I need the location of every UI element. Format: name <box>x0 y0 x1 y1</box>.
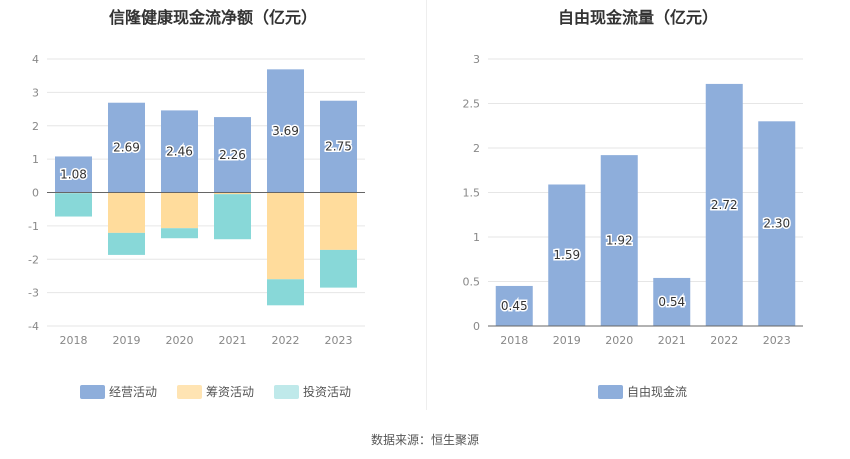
c0-y-tick-6: -2 <box>28 253 39 266</box>
c0-data-label-s0-2019: 2.69 <box>113 141 140 155</box>
c0-data-label-s0-2018: 1.08 <box>60 167 87 181</box>
legend-swatch-investing <box>274 384 300 399</box>
c1-y-tick-4: 1 <box>473 231 480 244</box>
c0-y-tick-4: 0 <box>32 187 39 200</box>
c0-data-label-s0-2022: 3.69 <box>272 124 299 138</box>
c1-x-tick-2022: 2022 <box>710 334 738 347</box>
c1-bar-s0-2022 <box>705 83 743 326</box>
legend-item-investing[interactable]: 投资活动 <box>274 383 351 400</box>
left-chart-title: 信隆健康现金流净额（亿元） <box>108 8 317 27</box>
c1-bar-s0-2023 <box>758 121 796 326</box>
c1-data-label-s0-2020: 1.92 <box>606 234 633 248</box>
c0-bar-s2-2023 <box>320 249 357 288</box>
legend-swatch-free-cash-flow <box>598 384 623 399</box>
legend-swatch-financing <box>177 384 203 399</box>
c0-y-tick-1: 3 <box>32 86 39 99</box>
c1-y-tick-6: 0 <box>473 320 480 333</box>
legend-swatch-operating <box>80 384 105 399</box>
c0-bar-s2-2022 <box>267 279 304 306</box>
c1-data-label-s0-2018: 0.45 <box>501 299 528 313</box>
c0-x-tick-2021: 2021 <box>219 334 247 347</box>
c1-y-tick-0: 3 <box>473 53 480 66</box>
c0-x-tick-2023: 2023 <box>325 334 353 347</box>
c1-y-tick-5: 0.5 <box>463 276 481 289</box>
legend-label-operating: 经营活动 <box>109 385 158 399</box>
c1-y-tick-1: 2.5 <box>463 98 481 111</box>
c0-x-tick-2022: 2022 <box>272 334 300 347</box>
c0-bar-s1-2023 <box>320 192 357 250</box>
c1-x-tick-2019: 2019 <box>553 334 581 347</box>
c0-bar-s1-2021 <box>214 192 251 195</box>
c0-bar-s0-2021 <box>214 117 251 193</box>
c0-y-tick-8: -4 <box>28 320 39 333</box>
c1-data-label-s0-2022: 2.72 <box>711 198 738 212</box>
legend-item-free-cash-flow[interactable]: 自由现金流 <box>598 383 687 400</box>
c1-y-tick-3: 1.5 <box>463 187 481 200</box>
c0-bar-s0-2020 <box>161 110 198 193</box>
c1-data-label-s0-2019: 1.59 <box>553 248 580 262</box>
c0-y-tick-0: 4 <box>32 53 39 66</box>
chart-divider <box>426 0 427 410</box>
right-chart-legend: 自由现金流 <box>598 383 687 400</box>
c0-bar-s2-2018 <box>55 193 92 217</box>
c1-bar-s0-2019 <box>548 184 586 326</box>
c0-bar-s0-2022 <box>267 69 304 193</box>
c0-bar-s0-2018 <box>55 156 92 193</box>
c1-data-label-s0-2021: 0.54 <box>658 295 685 309</box>
legend-label-investing: 投资活动 <box>303 385 352 399</box>
c0-bar-s1-2020 <box>161 192 198 229</box>
left-chart-legend: 经营活动 筹资活动 投资活动 <box>80 383 351 400</box>
c1-y-tick-2: 2 <box>473 142 480 155</box>
legend-label-financing: 筹资活动 <box>206 385 255 399</box>
c0-x-tick-2018: 2018 <box>60 334 88 347</box>
c0-bar-s2-2020 <box>161 228 198 239</box>
c0-bar-s2-2019 <box>108 232 145 255</box>
c1-x-tick-2023: 2023 <box>763 334 791 347</box>
c1-x-tick-2021: 2021 <box>658 334 686 347</box>
c0-y-tick-7: -3 <box>28 287 39 300</box>
c0-bar-s0-2023 <box>320 100 357 193</box>
c0-x-tick-2020: 2020 <box>166 334 194 347</box>
c1-x-tick-2018: 2018 <box>500 334 528 347</box>
c0-bar-s1-2019 <box>108 192 145 233</box>
c0-data-label-s0-2020: 2.46 <box>166 144 193 158</box>
c0-y-tick-5: -1 <box>28 220 39 233</box>
c0-bar-s1-2022 <box>267 192 304 280</box>
right-chart-title: 自由现金流量（亿元） <box>557 8 718 27</box>
c0-x-tick-2019: 2019 <box>113 334 141 347</box>
legend-label-free-cash-flow: 自由现金流 <box>627 385 688 399</box>
data-source-note: 数据来源：恒生聚源 <box>370 433 479 447</box>
c1-bar-s0-2021 <box>653 277 691 326</box>
c0-bar-s2-2021 <box>214 194 251 240</box>
c0-data-label-s0-2023: 2.75 <box>325 140 352 154</box>
c1-bar-s0-2018 <box>495 285 533 326</box>
c0-bar-s0-2019 <box>108 102 145 193</box>
c0-y-tick-2: 2 <box>32 120 39 133</box>
c0-data-label-s0-2021: 2.26 <box>219 148 246 162</box>
c1-x-tick-2020: 2020 <box>605 334 633 347</box>
legend-item-operating[interactable]: 经营活动 <box>80 383 157 400</box>
legend-item-financing[interactable]: 筹资活动 <box>177 383 254 400</box>
c1-data-label-s0-2023: 2.30 <box>763 217 790 231</box>
c0-y-tick-3: 1 <box>32 153 39 166</box>
c1-bar-s0-2020 <box>600 155 638 326</box>
